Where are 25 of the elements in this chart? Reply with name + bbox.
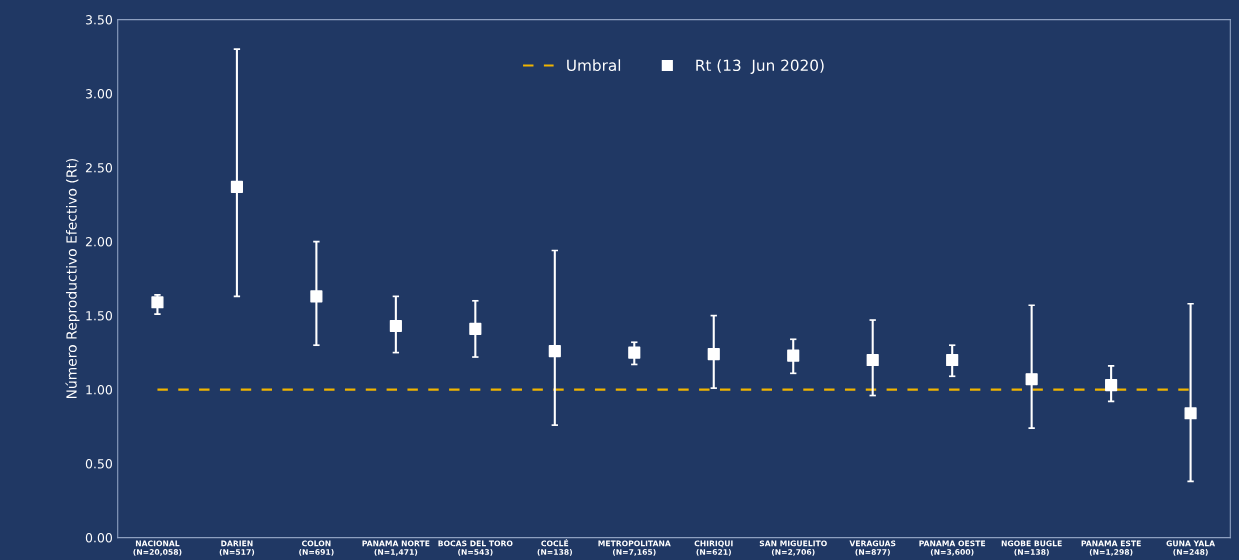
point <box>946 353 959 367</box>
point <box>389 319 402 333</box>
legend-label: Rt (13 Jun 2020) <box>696 59 824 74</box>
y-tick-label: 0.50 <box>85 459 113 469</box>
y-tick-label: 3.00 <box>85 89 113 99</box>
point <box>787 349 800 362</box>
point <box>628 346 641 359</box>
y-tick-label: 3.50 <box>85 15 113 25</box>
point <box>1025 373 1038 386</box>
point <box>1184 407 1197 420</box>
legend-label: Umbral <box>567 59 621 72</box>
point <box>1105 379 1118 392</box>
point <box>548 345 561 358</box>
y-tick-label: 0.00 <box>85 533 113 543</box>
point <box>469 322 482 335</box>
point <box>230 180 243 193</box>
y-tick-label: 1.50 <box>86 311 113 321</box>
y-tick-label: 1.00 <box>86 385 113 395</box>
y-tick-label: 2.50 <box>85 163 113 173</box>
point <box>151 296 164 309</box>
y-tick-label: 2.00 <box>85 237 113 247</box>
point <box>310 290 323 303</box>
point <box>707 348 720 361</box>
point <box>866 353 879 367</box>
y-axis-title: Número Reproductivo Efectivo (Rt) <box>65 158 80 399</box>
